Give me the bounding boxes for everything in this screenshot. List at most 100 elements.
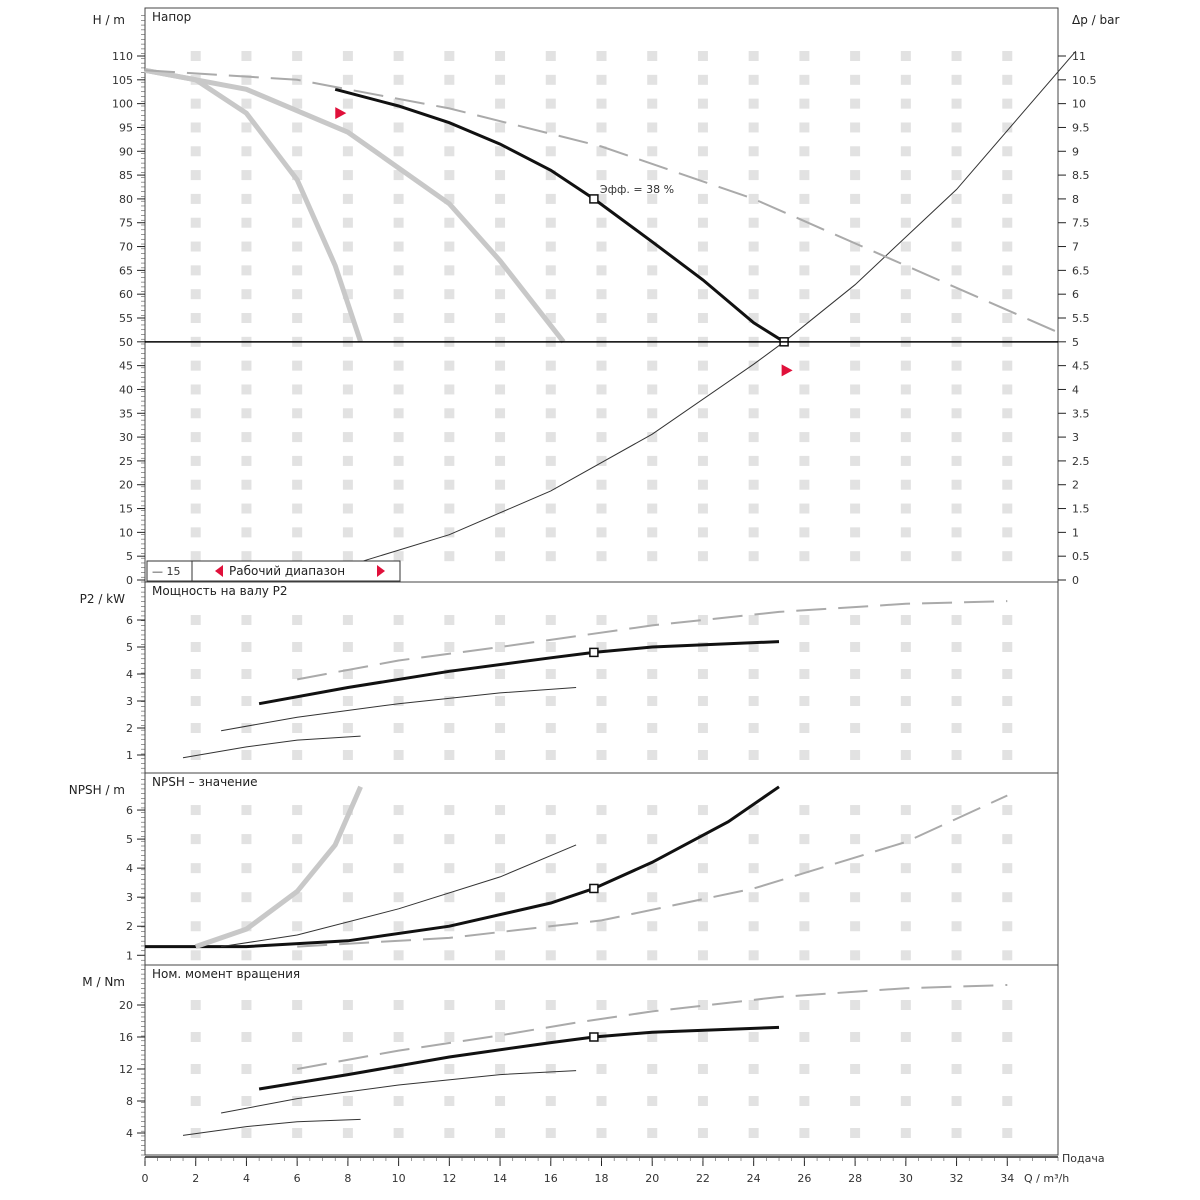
right-axis-label: Δp / bar [1072,13,1119,27]
right-tick-label: 10.5 [1072,74,1097,87]
grid-mark [850,950,861,961]
y-tick-label: 45 [119,360,133,373]
grid-mark [697,921,708,932]
series-pump-curve [334,87,785,344]
grid-mark [647,455,658,466]
y-axis-label: H / m [93,13,125,27]
grid-mark [545,723,556,733]
grid-mark [393,98,404,109]
y-tick-label: 1 [126,949,133,962]
grid-mark [241,384,252,395]
grid-mark [596,408,607,419]
grid-mark [190,1096,201,1106]
grid-mark [799,193,810,204]
grid-mark [393,750,404,760]
grid-mark [1002,193,1013,204]
grid-mark [850,723,861,733]
grid-mark [393,669,404,679]
grid-mark [342,122,353,133]
y-tick-label: 2 [126,722,133,735]
grid-mark [697,289,708,300]
grid-mark [241,74,252,85]
grid-mark [444,750,455,760]
grid-mark [342,551,353,562]
grid-mark [951,834,962,845]
grid-mark [292,863,303,874]
grid-mark [444,217,455,228]
grid-mark [900,384,911,395]
grid-mark [292,834,303,845]
grid-mark [748,723,759,733]
grid-mark [393,551,404,562]
grid-mark [1002,615,1013,625]
grid-mark [190,122,201,133]
grid-mark [444,1128,455,1138]
grid-mark [647,432,658,443]
grid-mark [951,892,962,903]
grid-mark [850,455,861,466]
grid-mark [444,723,455,733]
grid-mark [596,863,607,874]
grid-mark [850,669,861,679]
grid-mark [596,241,607,252]
grid-mark [241,170,252,181]
operating-point [589,647,599,658]
grid-mark [647,527,658,538]
y-tick-label: 25 [119,455,133,468]
grid-mark [1002,217,1013,228]
grid-mark [850,892,861,903]
grid-mark [850,193,861,204]
grid-mark [241,805,252,816]
grid-mark [545,642,556,652]
grid-mark [647,217,658,228]
grid-mark [342,98,353,109]
grid-mark [495,479,506,490]
grid-mark [495,1032,506,1042]
grid-mark [748,217,759,228]
grid-mark [697,217,708,228]
grid-mark [1002,834,1013,845]
grid-mark [444,503,455,514]
grid-mark [596,432,607,443]
grid-mark [596,74,607,85]
grid-mark [647,805,658,816]
series-torque-mid [221,1070,577,1114]
grid-mark [241,950,252,961]
grid-mark [1002,551,1013,562]
x-tick-label: 2 [192,1172,199,1185]
right-tick-label: 3.5 [1072,407,1090,420]
grid-mark [393,1032,404,1042]
grid-mark [647,551,658,562]
grid-mark [190,360,201,371]
grid-mark [900,193,911,204]
grid-mark [951,1032,962,1042]
grid-mark [951,1000,962,1010]
series-torque-dashed [297,984,1008,1070]
grid-mark [596,217,607,228]
grid-mark [444,892,455,903]
grid-mark [545,313,556,323]
grid-mark [495,834,506,845]
grid-mark [697,265,708,276]
x-tick-label: 30 [899,1172,913,1185]
operating-point [589,194,599,204]
grid-mark [900,1064,911,1074]
grid-mark [748,503,759,514]
grid-mark [495,1128,506,1138]
grid-mark [190,863,201,874]
grid-mark [850,1064,861,1074]
grid-mark [342,1064,353,1074]
grid-mark [393,805,404,816]
right-tick-label: 1 [1072,526,1079,539]
grid-mark [900,408,911,419]
grid-mark [850,615,861,625]
grid-mark [900,527,911,538]
grid-mark [596,384,607,395]
y-tick-label: 20 [119,479,133,492]
grid-mark [444,950,455,961]
grid-mark [596,479,607,490]
grid-mark [951,241,962,252]
grid-mark [393,642,404,652]
grid-mark [596,1128,607,1138]
grid-mark [1002,455,1013,466]
